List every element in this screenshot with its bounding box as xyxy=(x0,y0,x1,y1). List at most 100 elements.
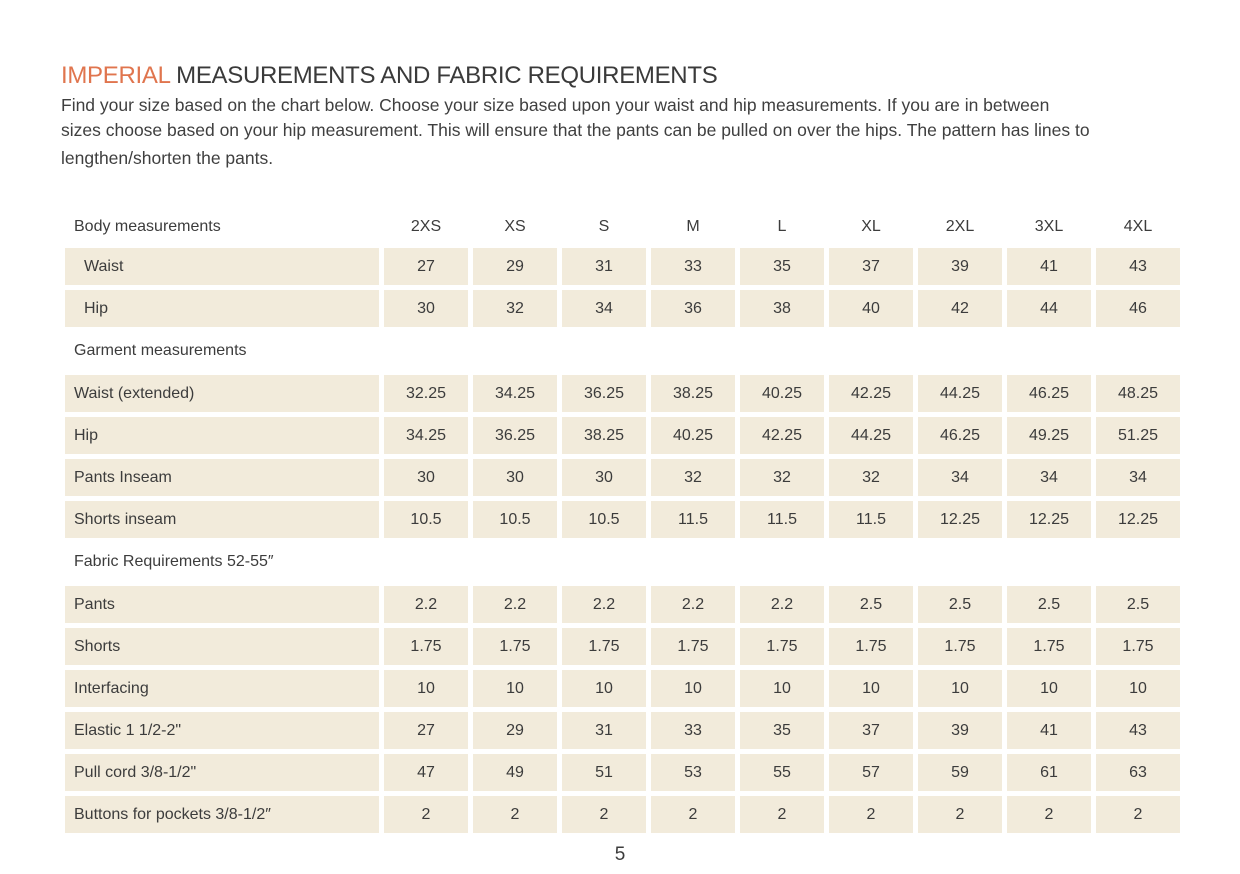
row-label: Waist xyxy=(65,248,379,285)
value-cell: 2 xyxy=(473,796,557,833)
size-column-header: M xyxy=(686,217,700,235)
value-cell: 2.2 xyxy=(562,586,646,623)
value-cell: 61 xyxy=(1007,754,1091,791)
page-title: IMPERIAL MEASUREMENTS AND FABRIC REQUIRE… xyxy=(61,62,718,90)
value-cell: 44.25 xyxy=(918,375,1002,412)
value-cell: 1.75 xyxy=(1096,628,1180,665)
size-column-header: 4XL xyxy=(1123,217,1153,235)
size-column-header: 3XL xyxy=(1034,217,1064,235)
value-cell: 1.75 xyxy=(740,628,824,665)
table-row: Hip 34.25 36.25 38.25 40.25 42.25 44.25 46.25 49… xyxy=(65,417,1180,454)
value-cell: 10 xyxy=(562,670,646,707)
value-cell: 2 xyxy=(1096,796,1180,833)
value-cell: 59 xyxy=(918,754,1002,791)
value-cell: 42 xyxy=(918,290,1002,327)
value-cell: 32 xyxy=(473,290,557,327)
table-row: Elastic 1 1/2-2" 27 29 31 33 35 37 39 41 43 xyxy=(65,712,1180,749)
value-cell: 30 xyxy=(384,459,468,496)
value-cell: 36 xyxy=(651,290,735,327)
intro-line: Find your size based on the chart below.… xyxy=(61,95,1050,115)
value-cell: 34 xyxy=(1096,459,1180,496)
value-cell: 2.5 xyxy=(1096,586,1180,623)
row-label: Waist (extended) xyxy=(65,375,379,412)
row-label: Shorts inseam xyxy=(65,501,379,538)
value-cell: 2.2 xyxy=(384,586,468,623)
value-cell: 37 xyxy=(829,248,913,285)
page-number: 5 xyxy=(614,844,626,865)
value-cell: 12.25 xyxy=(1096,501,1180,538)
value-cell: 34 xyxy=(918,459,1002,496)
value-cell: 2 xyxy=(740,796,824,833)
value-cell: 29 xyxy=(473,248,557,285)
value-cell: 34 xyxy=(1007,459,1091,496)
value-cell: 1.75 xyxy=(918,628,1002,665)
value-cell: 2.5 xyxy=(918,586,1002,623)
value-cell: 33 xyxy=(651,712,735,749)
value-cell: 49 xyxy=(473,754,557,791)
intro-line: sizes choose based on your hip measureme… xyxy=(61,120,1090,140)
size-column-header: L xyxy=(777,217,787,235)
section-header-row: Garment measurements xyxy=(65,332,1180,370)
value-cell: 35 xyxy=(740,248,824,285)
value-cell: 2.2 xyxy=(651,586,735,623)
value-cell: 2 xyxy=(829,796,913,833)
value-cell: 11.5 xyxy=(829,501,913,538)
value-cell: 39 xyxy=(918,712,1002,749)
value-cell: 2 xyxy=(562,796,646,833)
value-cell: 10 xyxy=(651,670,735,707)
value-cell: 11.5 xyxy=(651,501,735,538)
value-cell: 27 xyxy=(384,712,468,749)
row-label: Buttons for pockets 3/8-1/2″ xyxy=(65,796,379,833)
value-cell: 38 xyxy=(740,290,824,327)
table-row: Pants Inseam 30 30 30 32 32 32 34 34 34 xyxy=(65,459,1180,496)
value-cell: 2.5 xyxy=(1007,586,1091,623)
value-cell: 34.25 xyxy=(384,417,468,454)
value-cell: 33 xyxy=(651,248,735,285)
table-row: Shorts inseam 10.5 10.5 10.5 11.5 11.5 11.5 12.… xyxy=(65,501,1180,538)
row-label: Pants Inseam xyxy=(65,459,379,496)
value-cell: 1.75 xyxy=(1007,628,1091,665)
value-cell: 36.25 xyxy=(562,375,646,412)
value-cell: 32 xyxy=(651,459,735,496)
value-cell: 31 xyxy=(562,248,646,285)
section-header: Body measurements xyxy=(74,217,221,235)
row-label: Pull cord 3/8-1/2" xyxy=(65,754,379,791)
row-label: Interfacing xyxy=(65,670,379,707)
value-cell: 55 xyxy=(740,754,824,791)
row-label: Pants xyxy=(65,586,379,623)
value-cell: 30 xyxy=(384,290,468,327)
table-row: Buttons for pockets 3/8-1/2″ 2 2 2 2 2 2 2 2 2 xyxy=(65,796,1180,833)
value-cell: 47 xyxy=(384,754,468,791)
value-cell: 10 xyxy=(1007,670,1091,707)
row-label: Hip xyxy=(65,417,379,454)
section-header-row: Fabric Requirements 52-55″ xyxy=(65,543,1180,581)
value-cell: 10 xyxy=(740,670,824,707)
value-cell: 10 xyxy=(918,670,1002,707)
table-row: Pull cord 3/8-1/2" 47 49 51 53 55 57 59 61 63 xyxy=(65,754,1180,791)
value-cell: 27 xyxy=(384,248,468,285)
value-cell: 2 xyxy=(384,796,468,833)
intro-line: lengthen/shorten the pants. xyxy=(61,148,274,168)
value-cell: 10 xyxy=(829,670,913,707)
table-row: Shorts 1.75 1.75 1.75 1.75 1.75 1.75 1.75 1.75 1.… xyxy=(65,628,1180,665)
value-cell: 48.25 xyxy=(1096,375,1180,412)
value-cell: 34.25 xyxy=(473,375,557,412)
value-cell: 43 xyxy=(1096,712,1180,749)
value-cell: 53 xyxy=(651,754,735,791)
page-title-rest: MEASUREMENTS AND FABRIC REQUIREMENTS xyxy=(176,62,718,89)
value-cell: 49.25 xyxy=(1007,417,1091,454)
row-label: Hip xyxy=(65,290,379,327)
intro-paragraph: Find your size based on the chart below.… xyxy=(61,93,1181,171)
value-cell: 1.75 xyxy=(651,628,735,665)
value-cell: 34 xyxy=(562,290,646,327)
value-cell: 10 xyxy=(384,670,468,707)
value-cell: 43 xyxy=(1096,248,1180,285)
value-cell: 63 xyxy=(1096,754,1180,791)
table-row: Hip 30 32 34 36 38 40 42 44 46 xyxy=(65,290,1180,327)
value-cell: 1.75 xyxy=(829,628,913,665)
value-cell: 38.25 xyxy=(651,375,735,412)
row-label: Shorts xyxy=(65,628,379,665)
value-cell: 1.75 xyxy=(562,628,646,665)
value-cell: 11.5 xyxy=(740,501,824,538)
